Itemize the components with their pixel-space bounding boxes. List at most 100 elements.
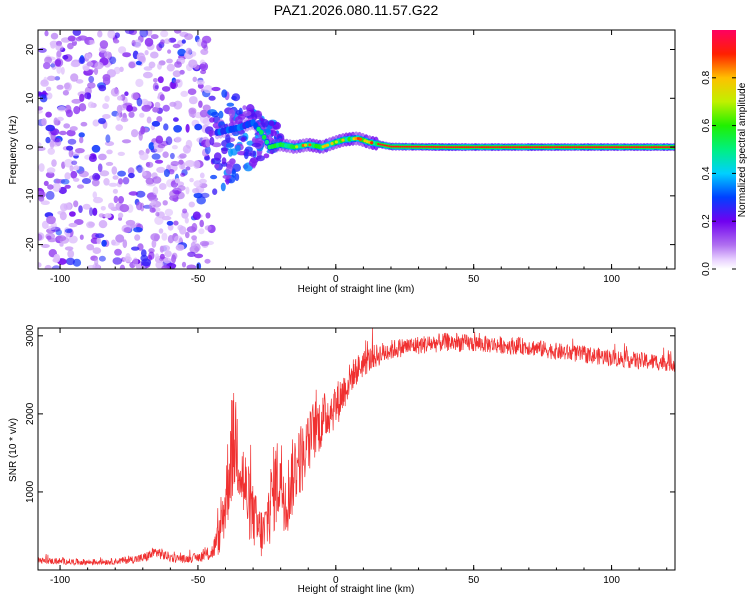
spectrogram-cell [43, 180, 49, 186]
spectrogram-cell [185, 47, 192, 55]
spectrogram-cell [111, 166, 118, 175]
spectrogram-cell [619, 146, 623, 149]
spectrogram-cell [102, 114, 111, 119]
spectrogram-cell [38, 109, 43, 114]
snr-plot-area [38, 328, 675, 570]
spectrogram-cell [166, 63, 175, 72]
spectrogram-cell [105, 161, 114, 166]
spectrogram-cell [54, 58, 64, 67]
spectrogram-cell [566, 146, 570, 149]
colorbar-tick-label: 0.6 [701, 118, 712, 132]
spectrogram-cell [199, 240, 210, 247]
spectrogram-cell [118, 46, 127, 54]
spectrogram-cell [608, 146, 612, 149]
spectrogram-cell [211, 142, 222, 148]
spectrogram-cell [192, 188, 200, 194]
snr-y-label: SNR (10 * v/v) [8, 418, 19, 482]
spectrogram-cell [57, 106, 67, 112]
spectrogram-cell [184, 160, 195, 168]
spectrogram-cell [573, 146, 576, 149]
spectrogram-cell [146, 116, 152, 124]
spectrogram-cell [171, 254, 177, 264]
spectrogram-cell [135, 78, 144, 88]
spectrogram-cell [251, 113, 258, 121]
spectrogram-cell [174, 30, 182, 34]
spectrogram-cell [135, 190, 146, 198]
spectrogram-cell [425, 145, 428, 148]
spectrogram-cell [173, 117, 179, 122]
spectrogram-cell [186, 264, 197, 269]
spectrogram-cell [117, 170, 126, 177]
spectrogram-cell [70, 170, 78, 179]
spectrogram-cell [94, 61, 104, 70]
spectrogram-cell [128, 61, 136, 69]
spectrogram-cell [125, 253, 131, 261]
y-tick-label: -20 [25, 237, 36, 252]
spectrogram-cell [513, 146, 517, 149]
spectrogram-cell [295, 145, 299, 149]
spectrogram-cell [94, 257, 99, 266]
spectrogram-cell [403, 145, 406, 148]
spectrogram-cell [89, 207, 94, 217]
spectrogram-cell [268, 120, 275, 127]
spectrogram-cell [483, 146, 486, 149]
spectrogram-cell [377, 143, 380, 145]
spectrogram-cell [98, 84, 107, 92]
spectrogram-cell [198, 100, 203, 108]
spectrogram-cell [635, 146, 638, 149]
spectrogram-cell [38, 146, 46, 151]
spectrogram-cell [66, 145, 74, 151]
spectrogram-cell [218, 121, 226, 129]
spectrogram-cell [145, 104, 151, 110]
spectrogram-cell [104, 95, 110, 102]
spectrogram-cell [334, 140, 338, 144]
spectrogram-cell [59, 211, 67, 221]
spectrogram-cell [145, 161, 154, 168]
spectrogram-cell [84, 92, 91, 100]
spectrogram-cell [663, 146, 667, 149]
spectrogram-cell [630, 146, 634, 149]
spectrogram-cell [494, 146, 497, 149]
spectrogram-cell [142, 171, 147, 177]
spectrogram-cell [159, 183, 167, 190]
spectrogram-cell [97, 163, 103, 172]
spectrogram-cell [38, 163, 45, 172]
spectrogram-cell [188, 96, 198, 105]
y-tick-label: 1000 [25, 480, 36, 503]
spectrogram-cell [163, 257, 172, 264]
spectrogram-cell [595, 146, 598, 149]
spectrogram-cell [194, 253, 204, 259]
spectrogram-cell [214, 163, 220, 169]
spectrogram-cell [174, 136, 182, 143]
spectrogram-cell [218, 110, 224, 119]
spectrogram-cell [46, 167, 56, 174]
spectrogram-cell [151, 153, 161, 160]
spectrogram-cell [63, 158, 74, 168]
spectrogram-cell [173, 220, 179, 226]
spectrogram-cell [51, 265, 61, 269]
x-tick-label: 0 [333, 274, 339, 285]
spectrogram-cell [38, 233, 43, 241]
spectrogram-cell [47, 225, 56, 231]
spectrogram-cell [383, 144, 387, 147]
spectrogram-cell [101, 239, 107, 247]
spectrogram-cell [60, 178, 70, 185]
spectrogram-cell [580, 146, 583, 149]
y-tick-label: 0 [25, 144, 36, 150]
spectrogram-cell [53, 253, 61, 263]
spectrogram-cell [151, 239, 157, 248]
spectrogram-cell [500, 146, 503, 149]
spectrogram-cell [88, 154, 97, 162]
spectrogram-cell [68, 235, 78, 244]
spectrogram-cell [644, 146, 647, 149]
spectrogram-cell [64, 184, 71, 189]
spectrogram-cell [161, 232, 168, 241]
spectrogram-cell [430, 145, 433, 148]
spectrogram-cell [162, 200, 168, 206]
spectrogram-cell [408, 145, 411, 148]
spectrogram-cell [231, 169, 237, 178]
spectrogram-cell [45, 190, 55, 200]
spectrogram-cell [81, 178, 92, 184]
spectrogram-cell [131, 129, 139, 138]
spectrogram-cell [107, 30, 116, 39]
